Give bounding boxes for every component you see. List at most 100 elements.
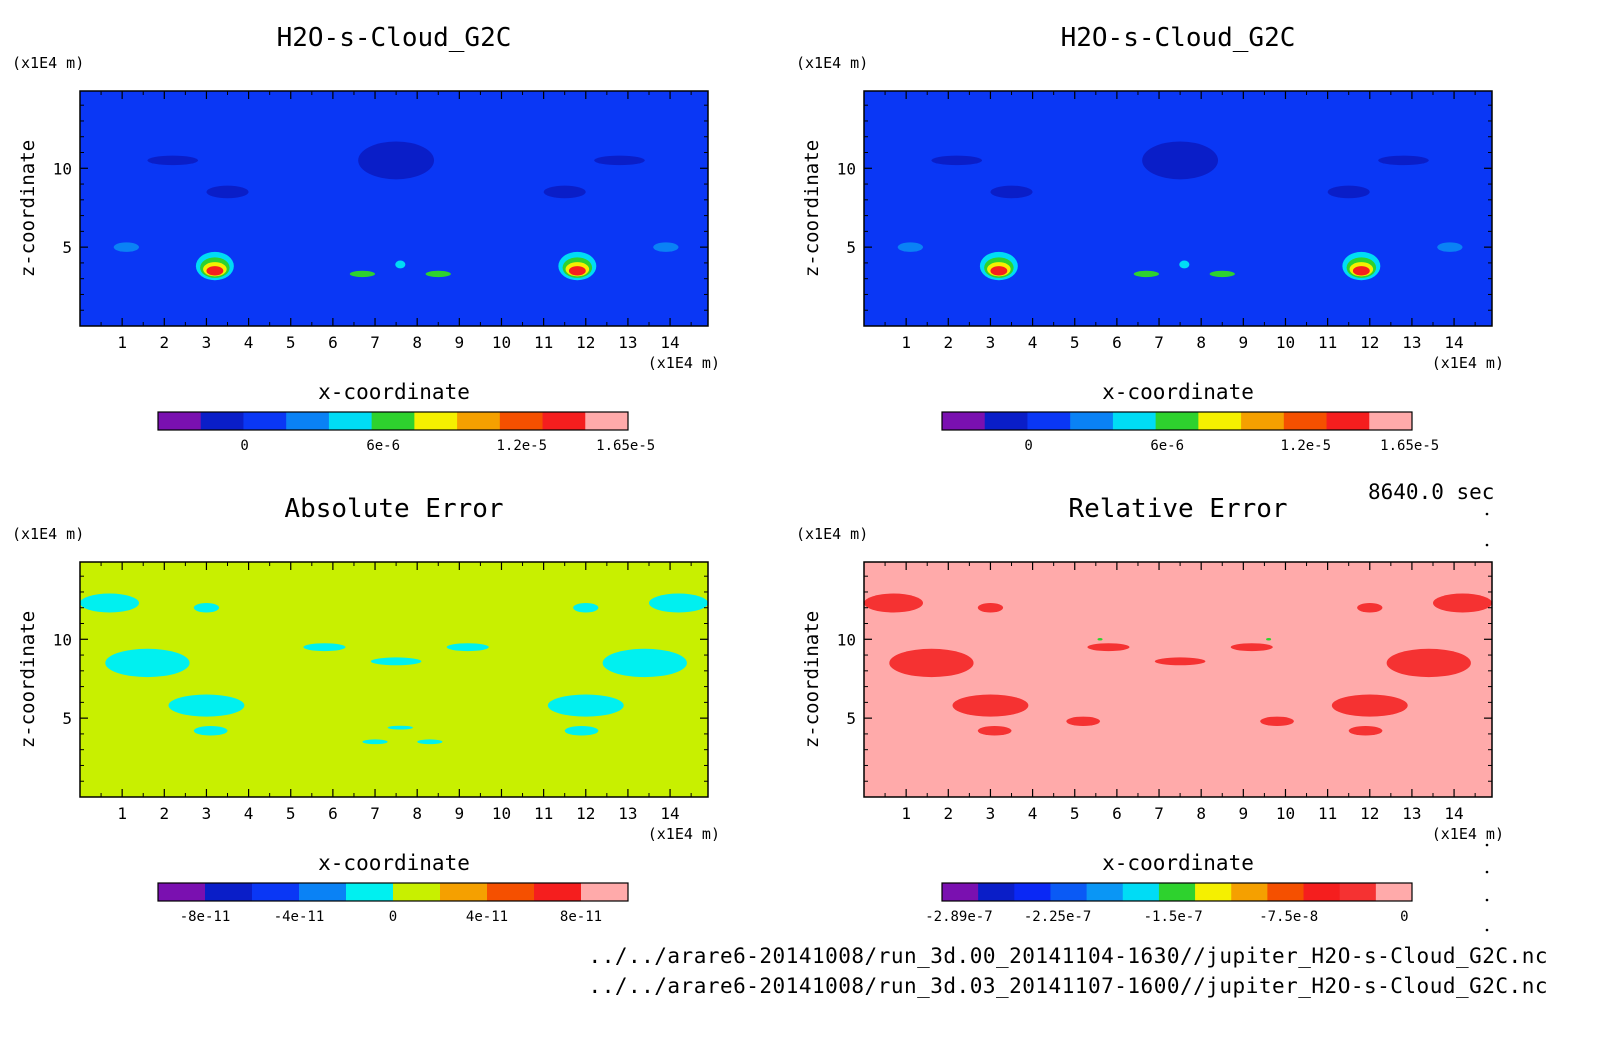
heatmap-field: [864, 91, 1492, 326]
y-axis-label: z-coordinate: [17, 140, 39, 277]
heatmap-region: [594, 155, 645, 166]
colorbar-swatch: [942, 883, 979, 901]
heatmap-region: [362, 739, 388, 745]
heatmap-region: [568, 266, 586, 276]
x-tick-label: 7: [1154, 804, 1164, 823]
heatmap-region: [543, 185, 586, 199]
x-tick-label: 12: [576, 333, 595, 352]
colorbar-swatch: [1050, 883, 1088, 901]
colorbar-swatch: [1283, 412, 1328, 430]
colorbar-swatch: [1122, 883, 1160, 901]
edge-dot: [1485, 843, 1489, 847]
colorbar-label: -8e-11: [180, 909, 231, 925]
x-tick-label: 2: [159, 804, 169, 823]
plot-frame: [79, 90, 709, 327]
colorbar-swatch: [286, 412, 330, 430]
x-tick-label: 7: [370, 804, 380, 823]
heatmap-region: [1179, 260, 1190, 269]
colorbar-swatch: [1155, 412, 1199, 430]
colorbar-swatch: [393, 883, 441, 901]
colorbar-swatch: [1231, 883, 1268, 901]
heatmap-region: [1209, 270, 1235, 278]
x-tick-label: 14: [1444, 804, 1463, 823]
y-tick-label: 10: [53, 159, 72, 178]
colorbar-label: 6e-6: [1150, 438, 1184, 454]
colorbar-label: -4e-11: [274, 909, 325, 925]
x-tick-label: 4: [1028, 804, 1038, 823]
heatmap-region: [977, 726, 1012, 736]
heatmap-region: [1066, 716, 1101, 727]
colorbar-frame: [157, 411, 629, 431]
colorbar-label: -1.5e-7: [1144, 909, 1203, 925]
x-tick-label: 10: [492, 804, 511, 823]
colorbar-swatch: [534, 883, 582, 901]
colorbar-swatch: [1375, 883, 1413, 901]
chart-title: H2O-s-Cloud_G2C: [1061, 23, 1296, 53]
x-tick-label: 2: [943, 804, 953, 823]
x-axis-label: x-coordinate: [1102, 380, 1254, 404]
y-axis-label: z-coordinate: [801, 140, 823, 277]
x-unit-label: (x1E4 m): [1432, 825, 1504, 843]
x-tick-label: 4: [1028, 333, 1038, 352]
heatmap-region: [889, 648, 974, 678]
colorbar-swatch: [581, 883, 629, 901]
heatmap-region: [168, 694, 245, 717]
x-tick-label: 11: [534, 804, 553, 823]
edge-dot: [1485, 928, 1489, 932]
x-axis-label: x-coordinate: [318, 851, 470, 875]
chart-panel-3: Absolute Error(x1E4 m)1 2 3 4 5 6 7 8 9 10 11 12 13 1…: [12, 494, 720, 925]
heatmap-region: [206, 266, 224, 276]
heatmap-region: [193, 726, 228, 736]
colorbar-frame: [941, 882, 1413, 902]
x-tick-label: 10: [1276, 333, 1295, 352]
x-tick-label: 1: [901, 804, 911, 823]
colorbar-swatch: [1158, 883, 1196, 901]
colorbar-swatch: [1326, 412, 1370, 430]
heatmap-region: [206, 185, 249, 199]
heatmap-region: [1154, 657, 1206, 666]
heatmap-region: [602, 648, 687, 678]
colorbar-swatch: [457, 412, 501, 430]
x-tick-label: 8: [1196, 804, 1206, 823]
x-tick-label: 7: [370, 333, 380, 352]
colorbar-swatch: [942, 412, 986, 430]
colorbar-swatch: [440, 883, 488, 901]
y-tick-label: 10: [837, 159, 856, 178]
x-tick-label: 4: [244, 333, 254, 352]
colorbar-swatch: [542, 412, 586, 430]
x-tick-label: 5: [1070, 333, 1080, 352]
y-unit-label: (x1E4 m): [12, 54, 84, 72]
heatmap-region: [113, 242, 140, 252]
heatmap-region: [387, 725, 413, 730]
heatmap-region: [147, 155, 199, 166]
colorbar-label: 0: [240, 438, 248, 454]
x-tick-label: 10: [492, 333, 511, 352]
colorbar-swatch: [984, 412, 1028, 430]
y-tick-label: 5: [62, 709, 72, 728]
y-axis-label: z-coordinate: [801, 611, 823, 748]
heatmap-region: [417, 739, 443, 745]
x-tick-label: 8: [1196, 333, 1206, 352]
x-tick-label: 13: [1402, 804, 1421, 823]
x-tick-label: 3: [986, 804, 996, 823]
heatmap-region: [1087, 643, 1130, 652]
heatmap-region: [1378, 155, 1429, 166]
heatmap-region: [1097, 638, 1103, 641]
x-tick-label: 14: [660, 333, 679, 352]
colorbar-swatch: [158, 883, 206, 901]
colorbar-swatch: [1070, 412, 1114, 430]
y-tick-label: 10: [837, 630, 856, 649]
heatmap-region: [864, 593, 924, 613]
x-tick-label: 1: [117, 804, 127, 823]
x-tick-label: 6: [328, 333, 338, 352]
colorbar-swatch: [200, 412, 244, 430]
x-tick-label: 8: [412, 333, 422, 352]
x-tick-label: 5: [286, 333, 296, 352]
y-tick-label: 5: [846, 238, 856, 257]
colorbar-swatch: [414, 412, 458, 430]
edge-dot: [1485, 870, 1489, 874]
heatmap-regions: [864, 593, 1492, 736]
x-tick-label: 7: [1154, 333, 1164, 352]
heatmap-region: [1142, 141, 1219, 180]
heatmap-region: [1386, 648, 1471, 678]
